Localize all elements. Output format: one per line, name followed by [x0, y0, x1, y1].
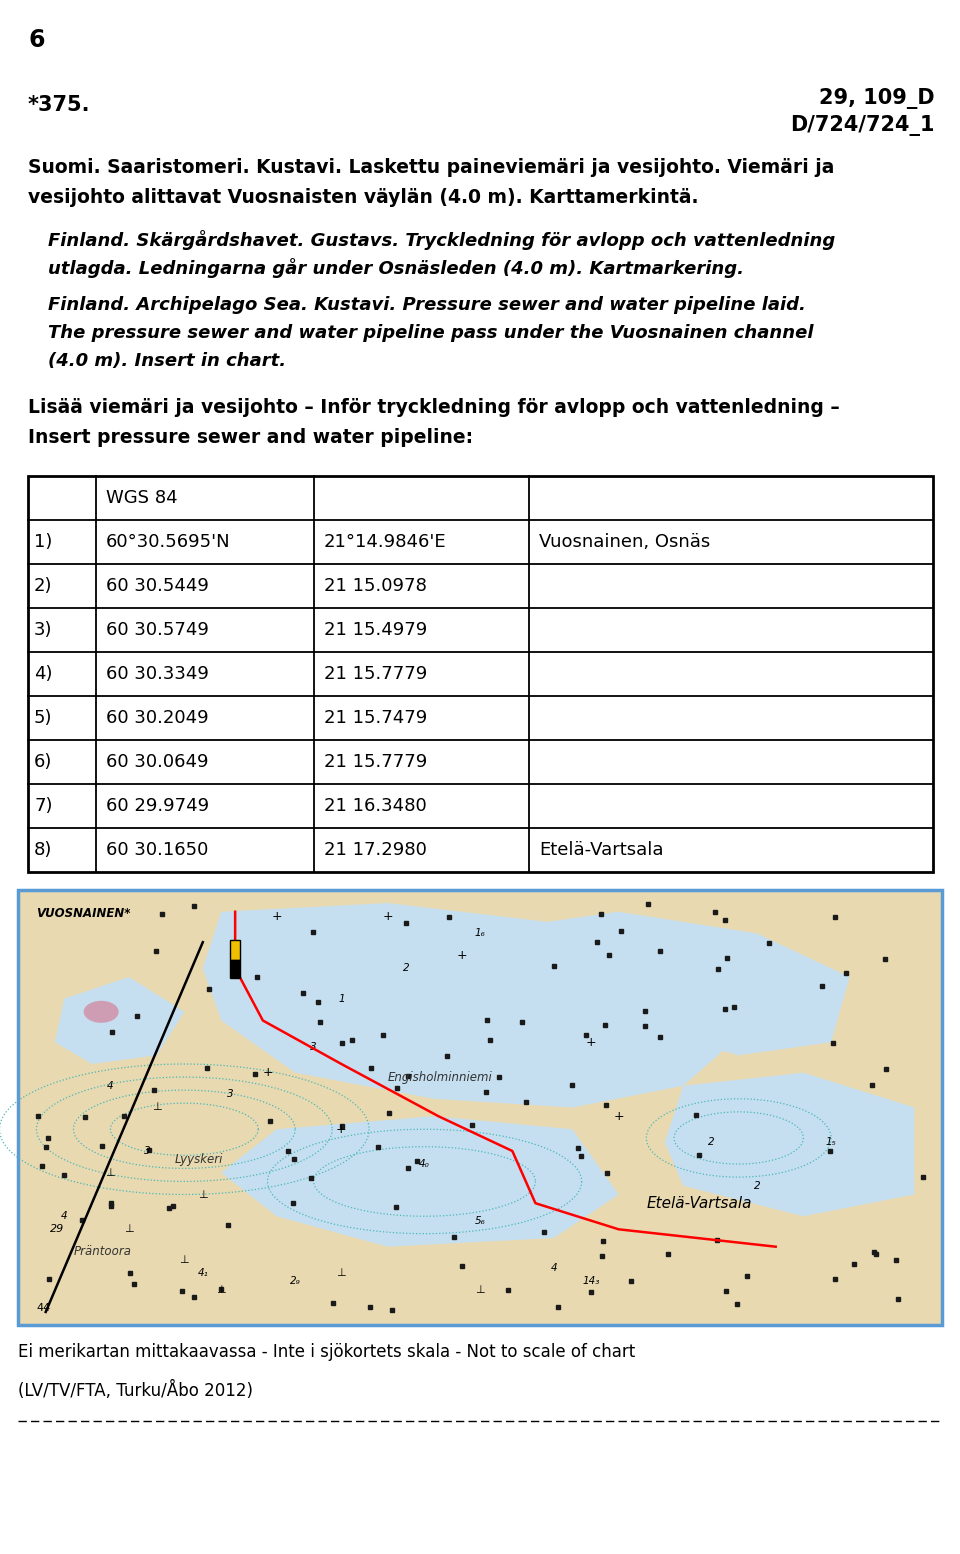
- Text: 3: 3: [144, 1145, 151, 1156]
- Text: WGS 84: WGS 84: [106, 490, 178, 507]
- Text: (4.0 m). Insert in chart.: (4.0 m). Insert in chart.: [48, 353, 286, 370]
- Text: 21 16.3480: 21 16.3480: [324, 797, 427, 814]
- Polygon shape: [664, 1072, 914, 1217]
- Text: 1₅: 1₅: [826, 1138, 836, 1147]
- Bar: [230, 960, 240, 977]
- Text: +: +: [382, 909, 393, 923]
- Polygon shape: [221, 1116, 618, 1246]
- Text: ⊥: ⊥: [475, 1285, 485, 1294]
- Polygon shape: [203, 903, 757, 1108]
- Text: ⊥: ⊥: [216, 1285, 227, 1294]
- Text: 21 15.4979: 21 15.4979: [324, 622, 427, 639]
- Text: +: +: [262, 1066, 273, 1078]
- Text: ⊥: ⊥: [337, 1268, 347, 1277]
- Ellipse shape: [84, 1001, 119, 1023]
- Bar: [230, 940, 240, 960]
- Text: 44: 44: [36, 1302, 51, 1313]
- Text: ⊥: ⊥: [180, 1254, 189, 1265]
- Text: +: +: [336, 1122, 347, 1136]
- Text: 21 15.0978: 21 15.0978: [324, 577, 427, 595]
- Polygon shape: [55, 977, 184, 1064]
- Text: Suomi. Saaristomeri. Kustavi. Laskettu paineviemäri ja vesijohto. Viemäri ja: Suomi. Saaristomeri. Kustavi. Laskettu p…: [28, 159, 834, 177]
- Text: 5): 5): [34, 709, 53, 727]
- Text: *375.: *375.: [28, 95, 90, 115]
- Text: VUOSNAINEN*: VUOSNAINEN*: [36, 908, 131, 920]
- Text: 29: 29: [50, 1225, 64, 1234]
- Text: 60 30.3349: 60 30.3349: [106, 665, 209, 684]
- Text: 7): 7): [34, 797, 53, 814]
- Text: 3): 3): [34, 622, 53, 639]
- Text: ⊥: ⊥: [106, 1167, 115, 1178]
- Text: 60 30.5449: 60 30.5449: [106, 577, 209, 595]
- Text: 2: 2: [754, 1181, 760, 1190]
- Text: Lyyskeri: Lyyskeri: [175, 1153, 224, 1166]
- Text: 1): 1): [34, 533, 53, 552]
- Text: 60 29.9749: 60 29.9749: [106, 797, 209, 814]
- Text: D/724/724_1: D/724/724_1: [790, 115, 935, 137]
- Text: 2₉: 2₉: [290, 1276, 300, 1287]
- Text: Lisää viemäri ja vesijohto – Inför tryckledning för avlopp och vattenledning –: Lisää viemäri ja vesijohto – Inför tryck…: [28, 398, 840, 416]
- Text: +: +: [586, 1037, 596, 1049]
- Text: Finland. Skärgårdshavet. Gustavs. Tryckledning för avlopp och vattenledning: Finland. Skärgårdshavet. Gustavs. Tryckl…: [48, 230, 835, 250]
- Text: 4: 4: [60, 1211, 67, 1221]
- Text: 60 30.1650: 60 30.1650: [106, 841, 208, 859]
- Text: 14₃: 14₃: [582, 1276, 600, 1287]
- Text: vesijohto alittavat Vuosnaisten väylän (4.0 m). Karttamerkintä.: vesijohto alittavat Vuosnaisten väylän (…: [28, 188, 699, 207]
- Text: (LV/TV/FTA, Turku/Åbo 2012): (LV/TV/FTA, Turku/Åbo 2012): [18, 1382, 253, 1400]
- Text: 4: 4: [551, 1263, 557, 1273]
- Text: The pressure sewer and water pipeline pass under the Vuosnainen channel: The pressure sewer and water pipeline pa…: [48, 323, 813, 342]
- Text: 29, 109_D: 29, 109_D: [820, 89, 935, 109]
- Text: 21 15.7779: 21 15.7779: [324, 754, 427, 771]
- Bar: [28, 476, 933, 872]
- Text: Etelä-Vartsala: Etelä-Vartsala: [646, 1195, 752, 1211]
- Text: 3: 3: [228, 1089, 234, 1099]
- Text: 60 30.2049: 60 30.2049: [106, 709, 208, 727]
- Text: 6: 6: [28, 28, 44, 51]
- Text: 2: 2: [403, 963, 409, 973]
- Text: Insert pressure sewer and water pipeline:: Insert pressure sewer and water pipeline…: [28, 427, 473, 448]
- Text: +: +: [456, 949, 467, 962]
- Text: +: +: [613, 1110, 624, 1122]
- Polygon shape: [526, 912, 850, 1055]
- Text: Präntoora: Präntoora: [73, 1245, 132, 1257]
- Text: Vuosnainen, Osnäs: Vuosnainen, Osnäs: [539, 533, 710, 552]
- Text: Etelä-Vartsala: Etelä-Vartsala: [539, 841, 663, 859]
- Text: 4: 4: [108, 1080, 113, 1091]
- Text: 4): 4): [34, 665, 53, 684]
- Text: 21 17.2980: 21 17.2980: [324, 841, 427, 859]
- Text: 4₀: 4₀: [420, 1159, 430, 1169]
- Text: 21 15.7479: 21 15.7479: [324, 709, 427, 727]
- Text: ⊥: ⊥: [124, 1225, 133, 1234]
- Text: +: +: [272, 909, 282, 923]
- Text: 2): 2): [34, 577, 53, 595]
- Text: 3: 3: [310, 1041, 317, 1052]
- Text: 5₆: 5₆: [474, 1215, 486, 1226]
- Text: 8): 8): [34, 841, 53, 859]
- Text: 60°30.5695'N: 60°30.5695'N: [106, 533, 230, 552]
- Text: Ei merikartan mittakaavassa - Inte i sjökortets skala - Not to scale of chart: Ei merikartan mittakaavassa - Inte i sjö…: [18, 1343, 636, 1361]
- Text: 6): 6): [34, 754, 53, 771]
- Text: 21 15.7779: 21 15.7779: [324, 665, 427, 684]
- Text: 21°14.9846'E: 21°14.9846'E: [324, 533, 446, 552]
- Text: ⊥: ⊥: [198, 1189, 207, 1200]
- Text: 60 30.0649: 60 30.0649: [106, 754, 208, 771]
- Text: 60 30.5749: 60 30.5749: [106, 622, 209, 639]
- Text: 1₆: 1₆: [474, 928, 486, 939]
- Text: utlagda. Ledningarna går under Osnäsleden (4.0 m). Kartmarkering.: utlagda. Ledningarna går under Osnäslede…: [48, 258, 744, 278]
- Text: 4₁: 4₁: [198, 1268, 208, 1277]
- Text: Finland. Archipelago Sea. Kustavi. Pressure sewer and water pipeline laid.: Finland. Archipelago Sea. Kustavi. Press…: [48, 295, 805, 314]
- Text: ⊥: ⊥: [152, 1102, 161, 1113]
- Text: 1: 1: [338, 993, 345, 1004]
- Bar: [18, 890, 942, 1326]
- Text: Engisholminniemi: Engisholminniemi: [388, 1071, 492, 1083]
- Text: 2: 2: [708, 1138, 714, 1147]
